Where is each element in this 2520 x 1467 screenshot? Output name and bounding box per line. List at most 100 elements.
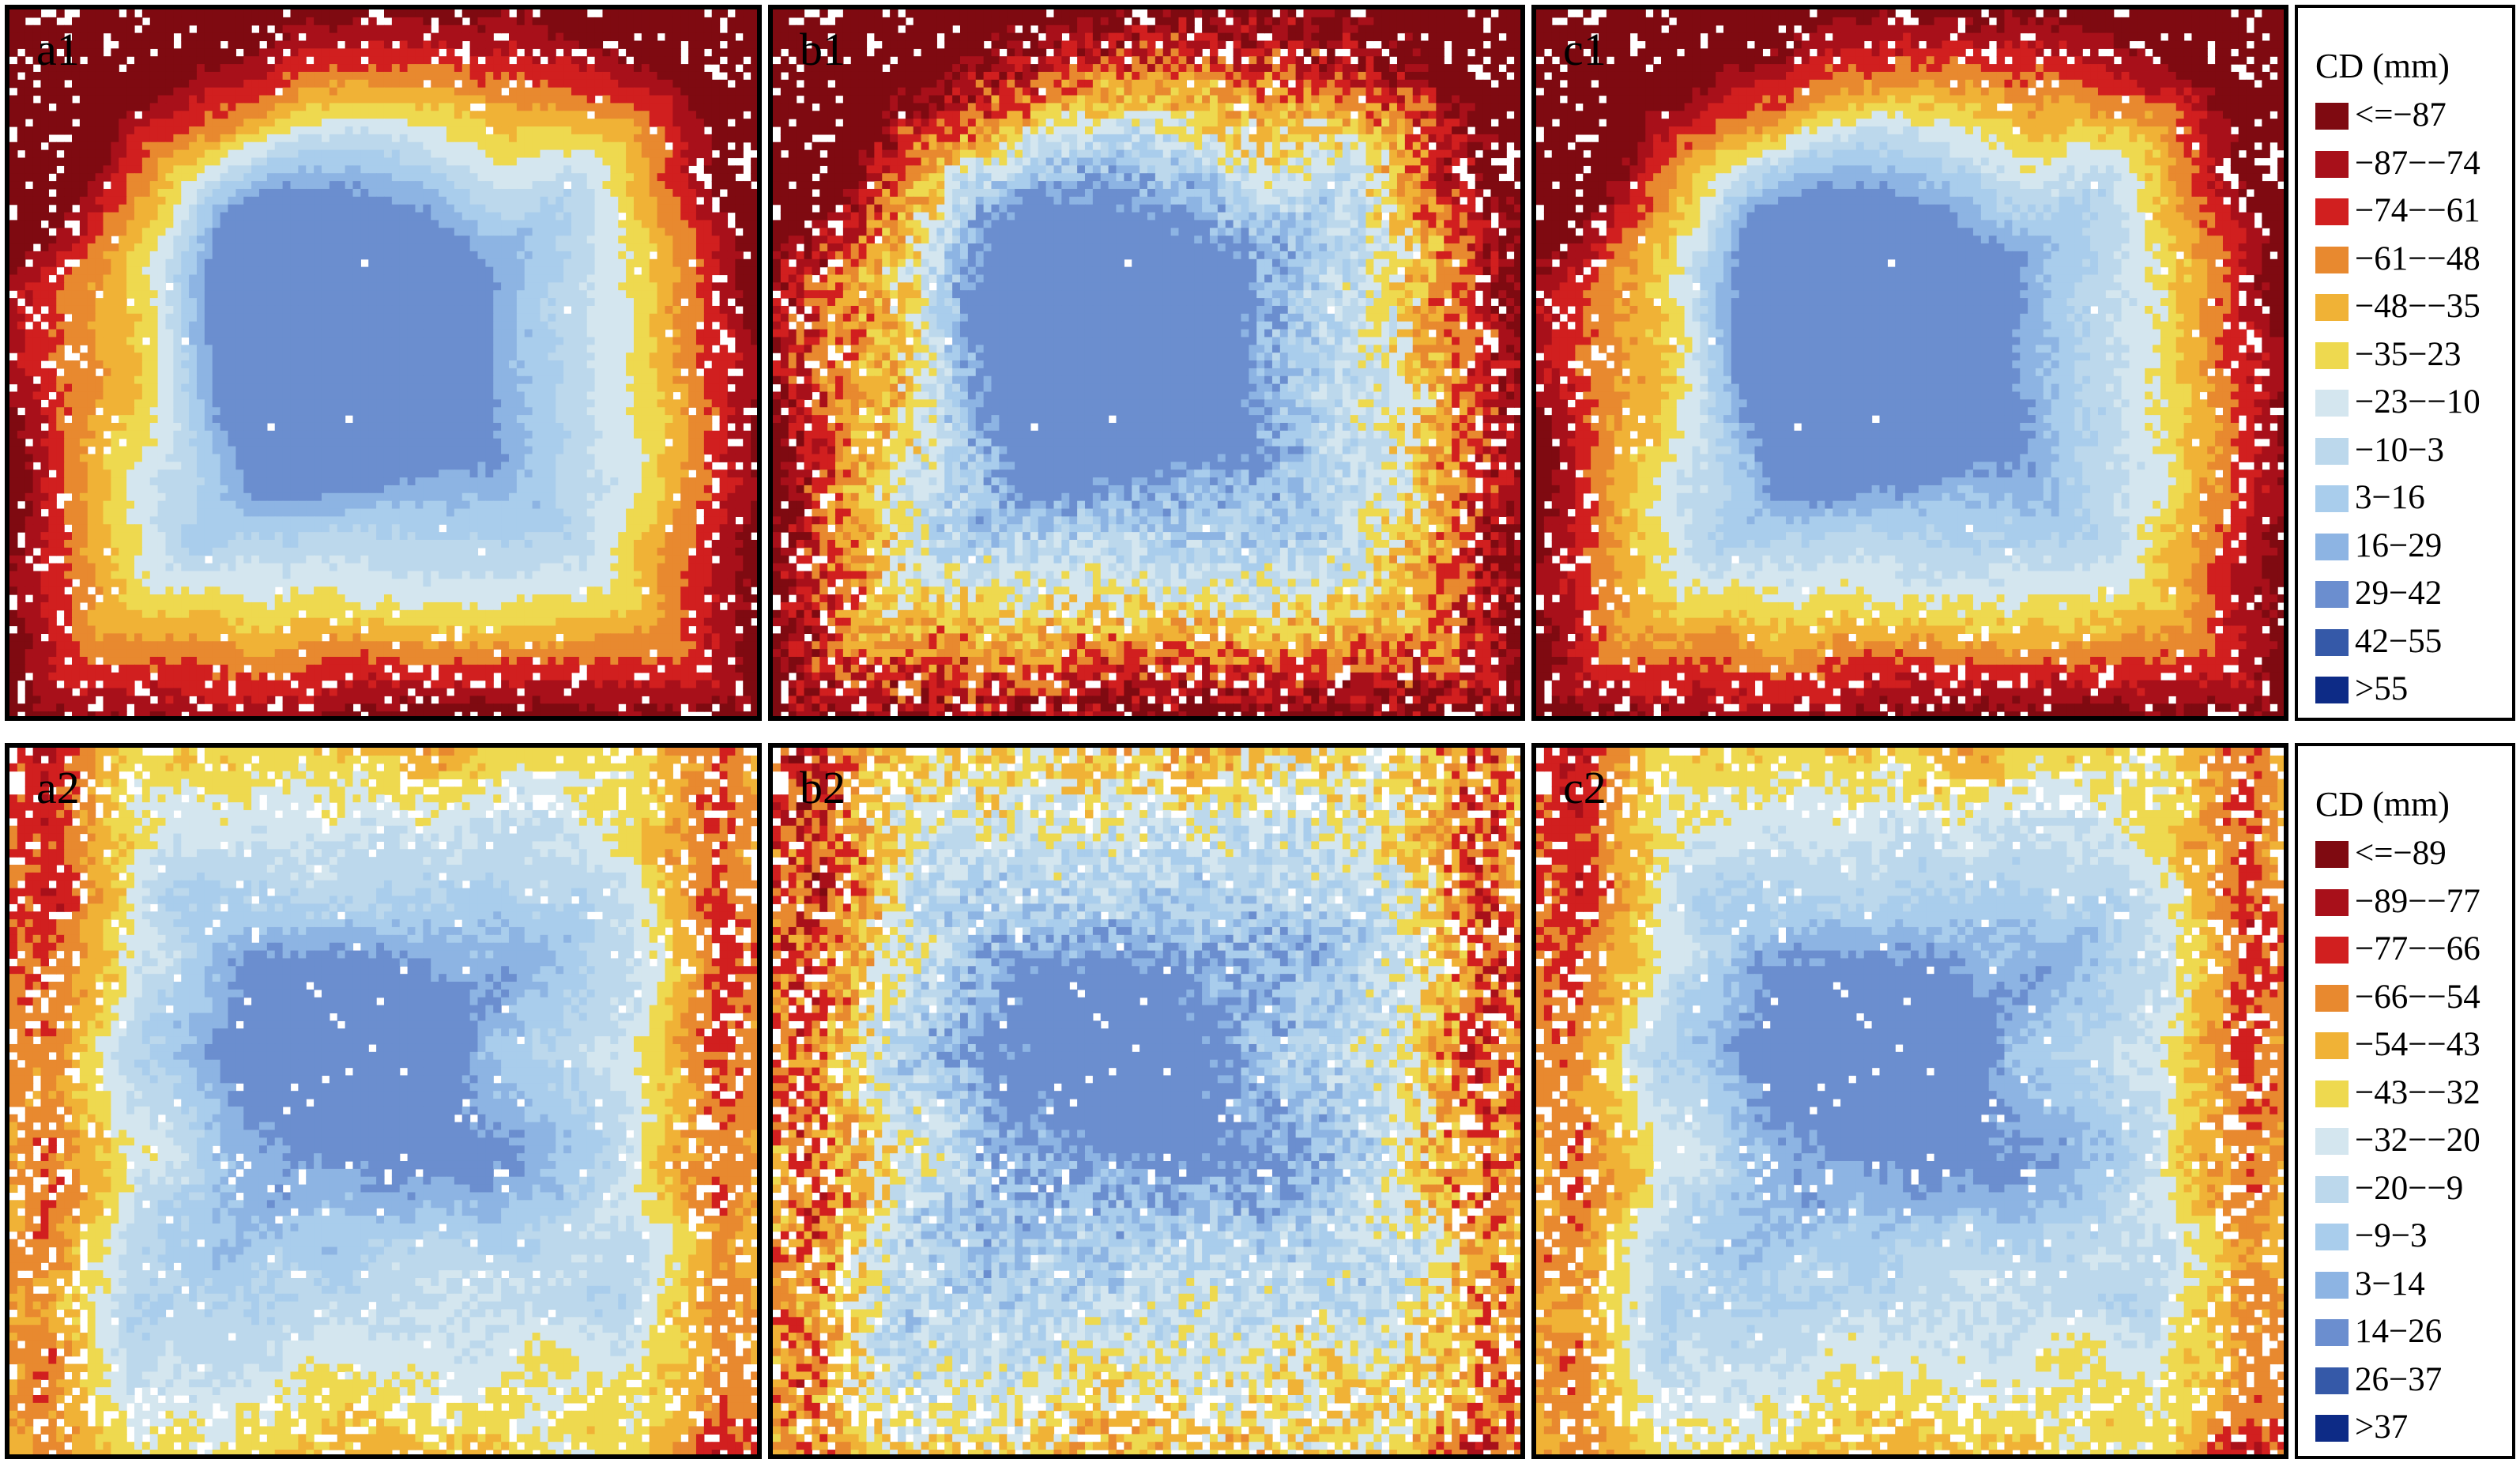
legend-item: −48−−35: [2315, 288, 2480, 327]
legend-label: 26−37: [2355, 1363, 2442, 1397]
legend-label: 29−42: [2355, 576, 2442, 610]
legend-item: 42−55: [2315, 623, 2442, 662]
legend-swatch: [2315, 937, 2349, 964]
legend-swatch: [2315, 1175, 2349, 1203]
legend-swatch: [2315, 888, 2349, 916]
map-panel-b2: b2: [768, 743, 1525, 1459]
legend-swatch: [2315, 581, 2349, 608]
legend-label: 3−14: [2355, 1267, 2425, 1301]
legend-swatch: [2315, 1415, 2349, 1442]
legend-label: 3−16: [2355, 481, 2425, 515]
legend-swatch: [2315, 150, 2349, 178]
legend-item: −61−−48: [2315, 240, 2480, 280]
panel-label: a1: [36, 27, 80, 73]
legend-swatch: [2315, 984, 2349, 1012]
legend-swatch: [2315, 246, 2349, 273]
legend-item: −20−−9: [2315, 1170, 2463, 1209]
legend-bottom: CD (mm) <=−89 −89−−77 −77−−66 −66−−54 −54−−4…: [2295, 743, 2515, 1459]
legend-item: −54−−43: [2315, 1026, 2480, 1065]
legend-swatch: [2315, 294, 2349, 321]
map-panel-c2: c2: [1531, 743, 2288, 1459]
legend-item: −43−−32: [2315, 1074, 2480, 1114]
legend-label: −9−3: [2355, 1219, 2428, 1253]
legend-label: −32−−20: [2355, 1123, 2480, 1157]
legend-label: >55: [2355, 672, 2408, 706]
legend-label: −48−−35: [2355, 289, 2480, 323]
legend-title: CD (mm): [2315, 787, 2450, 822]
legend-item: 3−14: [2315, 1265, 2425, 1305]
legend-swatch: [2315, 628, 2349, 656]
legend-item: −10−3: [2315, 432, 2444, 471]
legend-label: −20−−9: [2355, 1171, 2463, 1205]
legend-item: 26−37: [2315, 1361, 2442, 1401]
legend-swatch: [2315, 1224, 2349, 1250]
map-panel-a1: a1: [5, 5, 762, 721]
legend-top: CD (mm) <=−87 −87−−74 −74−−61 −61−−48 −48−−3…: [2295, 5, 2515, 721]
legend-label: −89−−77: [2355, 884, 2480, 918]
legend-label: 14−26: [2355, 1314, 2442, 1348]
legend-item: <=−89: [2315, 835, 2447, 874]
deformation-map: [773, 9, 1520, 716]
legend-swatch: [2315, 103, 2349, 130]
panel-label: c2: [1563, 765, 1607, 811]
legend-swatch: [2315, 1271, 2349, 1299]
legend-label: −54−−43: [2355, 1028, 2480, 1062]
deformation-map: [1536, 748, 2284, 1454]
legend-swatch: [2315, 198, 2349, 225]
map-panel-b1: b1: [768, 5, 1525, 721]
deformation-map: [1536, 9, 2284, 716]
deformation-map: [9, 748, 757, 1454]
legend-swatch: [2315, 1128, 2349, 1155]
legend-item: −23−−10: [2315, 383, 2480, 423]
legend-item: −89−−77: [2315, 883, 2480, 922]
panel-label: b1: [800, 27, 846, 73]
legend-label: −66−−54: [2355, 980, 2480, 1014]
legend-swatch: [2315, 841, 2349, 868]
legend-label: 16−29: [2355, 529, 2442, 563]
deformation-map: [773, 748, 1520, 1454]
legend-item: −35−23: [2315, 336, 2462, 375]
legend-item: −66−−54: [2315, 979, 2480, 1018]
legend-label: −77−−66: [2355, 932, 2480, 966]
legend-item: 14−26: [2315, 1313, 2442, 1352]
map-panel-c1: c1: [1531, 5, 2288, 721]
legend-label: −87−−74: [2355, 146, 2480, 180]
legend-item: 3−16: [2315, 479, 2425, 519]
legend-swatch: [2315, 1367, 2349, 1394]
legend-label: −35−23: [2355, 338, 2462, 371]
legend-swatch: [2315, 1080, 2349, 1107]
legend-swatch: [2315, 533, 2349, 560]
legend-label: <=−87: [2355, 98, 2447, 132]
legend-swatch: [2315, 437, 2349, 465]
legend-swatch: [2315, 1319, 2349, 1346]
panel-label: c1: [1563, 27, 1607, 73]
legend-label: −10−3: [2355, 433, 2444, 467]
legend-item: −87−−74: [2315, 145, 2480, 184]
legend-label: 42−55: [2355, 624, 2442, 658]
legend-swatch: [2315, 341, 2349, 369]
legend-item: 29−42: [2315, 575, 2442, 614]
map-panel-a2: a2: [5, 743, 762, 1459]
legend-label: <=−89: [2355, 836, 2447, 870]
legend-item: −77−−66: [2315, 930, 2480, 970]
legend-item: >37: [2315, 1409, 2408, 1448]
legend-label: −43−−32: [2355, 1076, 2480, 1110]
deformation-map: [9, 9, 757, 716]
panel-label: b2: [800, 765, 846, 811]
legend-label: −61−−48: [2355, 242, 2480, 276]
legend-label: >37: [2355, 1410, 2408, 1444]
legend-item: 16−29: [2315, 527, 2442, 567]
legend-swatch: [2315, 485, 2349, 512]
legend-label: −23−−10: [2355, 385, 2480, 419]
legend-item: −32−−20: [2315, 1122, 2480, 1161]
legend-item: −9−3: [2315, 1217, 2428, 1257]
legend-item: −74−−61: [2315, 192, 2480, 232]
legend-swatch: [2315, 1032, 2349, 1059]
legend-item: <=−87: [2315, 96, 2447, 136]
legend-title: CD (mm): [2315, 49, 2450, 84]
legend-swatch: [2315, 677, 2349, 703]
panel-label: a2: [36, 765, 80, 811]
legend-item: >55: [2315, 670, 2408, 710]
legend-swatch: [2315, 390, 2349, 417]
legend-label: −74−−61: [2355, 194, 2480, 228]
